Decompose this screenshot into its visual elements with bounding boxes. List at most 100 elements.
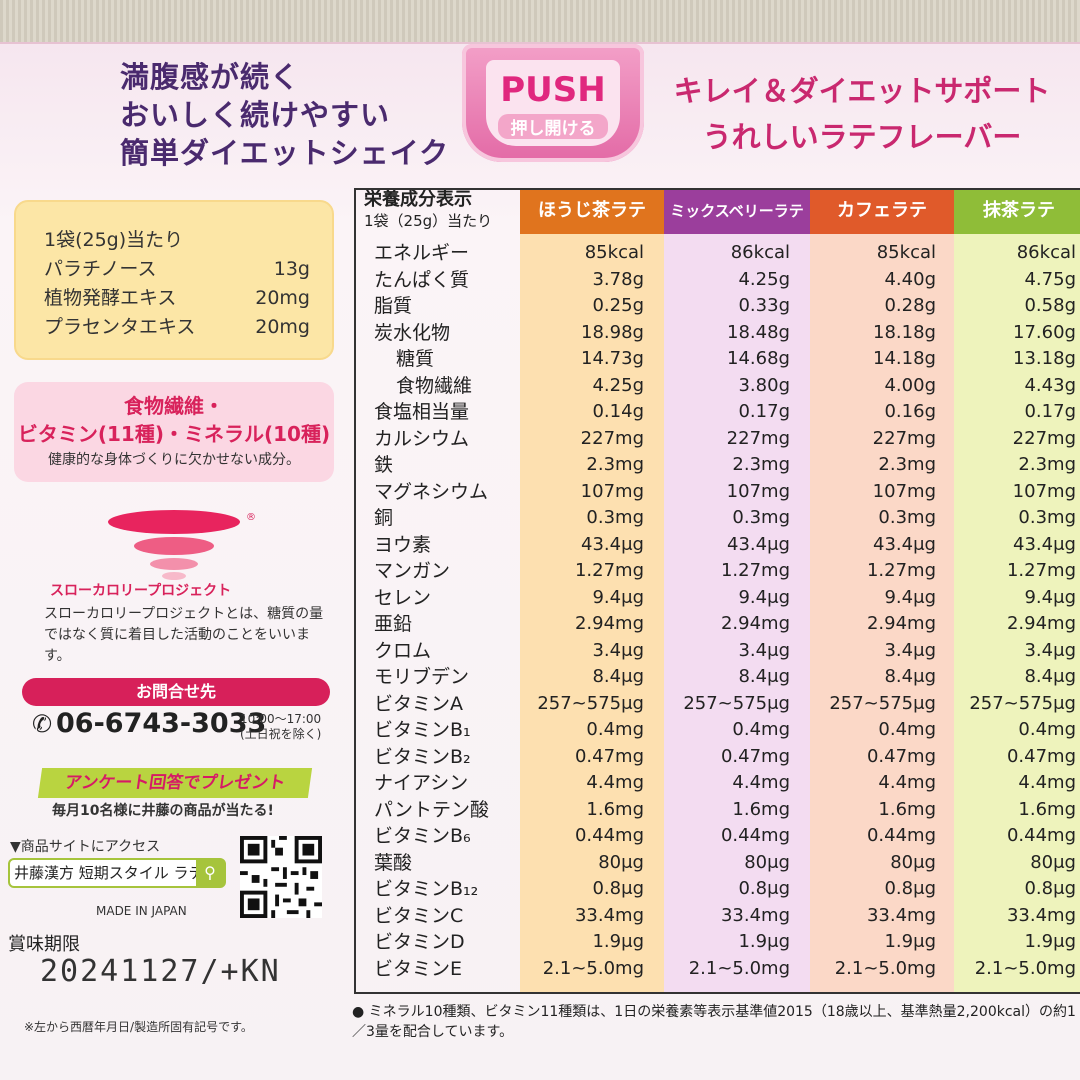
nutrient-label: モリブデン bbox=[374, 666, 470, 688]
access-label: ▼商品サイトにアクセス bbox=[10, 839, 161, 855]
nutrient-value: 0.14g bbox=[592, 401, 644, 422]
nutrient-value: 4.4mg bbox=[732, 772, 790, 793]
table-subtitle: 1袋（25g）当たり bbox=[364, 212, 493, 230]
nutrient-value: 0.8μg bbox=[884, 878, 936, 899]
contact-label: お問合せ先 bbox=[22, 678, 330, 706]
nutrient-value: 85kcal bbox=[876, 242, 936, 263]
nutrient-value: 2.94mg bbox=[574, 613, 644, 634]
nutrient-value: 0.47mg bbox=[1006, 745, 1076, 767]
registered-mark: ® bbox=[246, 512, 256, 523]
nutrient-value: 0.4mg bbox=[586, 719, 644, 740]
nutrient-value: 1.9μg bbox=[1024, 931, 1076, 952]
nutrient-value: 4.40g bbox=[884, 268, 936, 290]
nutrient-value: 33.4mg bbox=[866, 904, 936, 926]
nutrient-value: 0.3mg bbox=[732, 507, 790, 528]
made-in-label: MADE IN JAPAN bbox=[96, 904, 187, 918]
expiry-value: 20241127/+KN bbox=[40, 954, 281, 989]
table-row: エネルギー 85kcal 86kcal 85kcal 86kcal bbox=[354, 240, 1080, 267]
nutrient-value: 3.4μg bbox=[1024, 639, 1076, 661]
nutrient-value: 0.28g bbox=[884, 295, 936, 316]
column-background bbox=[664, 188, 810, 994]
nutrient-value: 227mg bbox=[580, 427, 644, 449]
search-box[interactable]: 井藤漢方 短期スタイル ラテ ⚲ bbox=[8, 858, 226, 888]
nutrient-value: 2.94mg bbox=[866, 613, 936, 634]
table-row: カルシウム 227mg 227mg 227mg 227mg bbox=[354, 426, 1080, 453]
nutrient-value: 13.18g bbox=[1013, 348, 1076, 369]
nutrient-value: 33.4mg bbox=[574, 904, 644, 926]
nutrient-value: 227mg bbox=[872, 427, 936, 449]
table-row: ナイアシン 4.4mg 4.4mg 4.4mg 4.4mg bbox=[354, 770, 1080, 797]
nutrient-value: 0.16g bbox=[884, 401, 936, 422]
table-row: パントテン酸 1.6mg 1.6mg 1.6mg 1.6mg bbox=[354, 797, 1080, 824]
ingredient-name: 植物発酵エキス bbox=[44, 287, 177, 309]
expiry-note: ※左から西暦年月日/製造所固有記号です。 bbox=[24, 1020, 253, 1034]
nutrient-value: 2.3mg bbox=[1018, 454, 1076, 475]
table-row: 銅 0.3mg 0.3mg 0.3mg 0.3mg bbox=[354, 505, 1080, 532]
nutrient-value: 0.3mg bbox=[1018, 507, 1076, 528]
nutrient-value: 80μg bbox=[744, 851, 790, 873]
ingredient-row: プラセンタエキス 20mg bbox=[44, 313, 310, 342]
nutrient-value: 3.4μg bbox=[592, 639, 644, 661]
headline-left: 満腹感が続く おいしく続けやすい 簡単ダイエットシェイク bbox=[120, 58, 460, 172]
table-row: ビタミンA 257~575μg 257~575μg 257~575μg 257~575μ… bbox=[354, 691, 1080, 718]
table-row: ビタミンE 2.1~5.0mg 2.1~5.0mg 2.1~5.0mg 2.1~5.0m… bbox=[354, 956, 1080, 983]
nutrient-value: 9.4μg bbox=[1024, 586, 1076, 608]
present-subtitle: 毎月10名様に井藤の商品が当たる! bbox=[52, 803, 274, 819]
nutrient-value: 33.4mg bbox=[1006, 904, 1076, 926]
table-row: ビタミンB₁₂ 0.8μg 0.8μg 0.8μg 0.8μg bbox=[354, 876, 1080, 903]
contact-hours: 10:00〜17:00 (土日祝を除く) bbox=[240, 712, 321, 742]
search-icon[interactable]: ⚲ bbox=[196, 860, 224, 886]
nutrient-value: 80μg bbox=[598, 851, 644, 873]
phone-icon: ✆ bbox=[32, 710, 53, 738]
nutrient-value: 3.4μg bbox=[884, 639, 936, 661]
nutrient-value: 0.25g bbox=[592, 295, 644, 316]
hours-line: (土日祝を除く) bbox=[240, 727, 322, 741]
nutrient-value: 4.4mg bbox=[1018, 772, 1076, 793]
nutrient-label: ビタミンB₆ bbox=[374, 825, 471, 847]
fiber-line-2: ビタミン(11種)・ミネラル(10種) bbox=[17, 422, 331, 446]
ingredient-row: パラチノース 13g bbox=[44, 255, 310, 284]
ingredients-title: 1袋(25g)当たり bbox=[44, 229, 184, 251]
nutrient-value: 257~575μg bbox=[537, 692, 644, 714]
hours-line: 10:00〜17:00 bbox=[240, 712, 322, 726]
nutrient-value: 2.94mg bbox=[720, 613, 790, 634]
nutrient-value: 0.17g bbox=[1024, 401, 1076, 422]
nutrient-label: セレン bbox=[374, 586, 432, 609]
table-row: たんぱく質 3.78g 4.25g 4.40g 4.75g bbox=[354, 267, 1080, 294]
nutrient-label: ビタミンE bbox=[374, 957, 463, 980]
nutrient-value: 1.6mg bbox=[878, 798, 936, 820]
nutrient-label: たんぱく質 bbox=[374, 268, 470, 291]
column-background bbox=[954, 188, 1080, 994]
qr-code-icon[interactable] bbox=[240, 836, 322, 918]
nutrient-value: 2.3mg bbox=[732, 454, 790, 475]
nutrient-label: 脂質 bbox=[374, 295, 413, 317]
ingredient-name: プラセンタエキス bbox=[44, 316, 196, 338]
phone-number[interactable]: ✆ 06-6743-3033 bbox=[32, 708, 266, 739]
nutrient-value: 0.47mg bbox=[866, 745, 936, 767]
nutrient-value: 1.27mg bbox=[720, 560, 790, 581]
nutrient-label: ビタミンA bbox=[374, 692, 463, 715]
logo-name: スローカロリープロジェクト bbox=[50, 583, 232, 599]
nutrient-value: 0.44mg bbox=[1006, 825, 1076, 846]
nutrient-label: 銅 bbox=[374, 507, 394, 529]
logo-description: スローカロリープロジェクトとは、糖質の量ではなく質に着目した活動のことをいいます… bbox=[44, 606, 324, 664]
nutrient-value: 0.4mg bbox=[732, 719, 790, 740]
column-header: 抹茶ラテ bbox=[954, 188, 1080, 234]
phone-text: 06-6743-3033 bbox=[56, 708, 267, 739]
nutrient-value: 107mg bbox=[580, 480, 644, 502]
table-row: 葉酸 80μg 80μg 80μg 80μg bbox=[354, 850, 1080, 877]
nutrient-label: 炭水化物 bbox=[374, 321, 451, 344]
nutrient-value: 18.18g bbox=[873, 321, 936, 343]
nutrient-value: 107mg bbox=[872, 480, 936, 502]
ingredients-box: 1袋(25g)当たり パラチノース 13g 植物発酵エキス 20mg プラセンタ… bbox=[14, 200, 334, 360]
nutrition-table: 栄養成分表示 1袋（25g）当たり ほうじ茶ラテ ミックスベリーラテ カフェラテ 抹茶… bbox=[354, 188, 1080, 994]
nutrient-value: 2.3mg bbox=[586, 454, 644, 475]
nutrient-value: 1.9μg bbox=[738, 931, 790, 952]
table-row: 脂質 0.25g 0.33g 0.28g 0.58g bbox=[354, 293, 1080, 320]
nutrient-value: 3.80g bbox=[738, 374, 790, 396]
push-title: PUSH bbox=[500, 70, 606, 110]
nutrient-value: 2.94mg bbox=[1006, 613, 1076, 634]
push-tab[interactable]: PUSH 押し開ける bbox=[462, 44, 644, 162]
table-row: 鉄 2.3mg 2.3mg 2.3mg 2.3mg bbox=[354, 452, 1080, 479]
nutrient-value: 257~575μg bbox=[683, 692, 790, 714]
